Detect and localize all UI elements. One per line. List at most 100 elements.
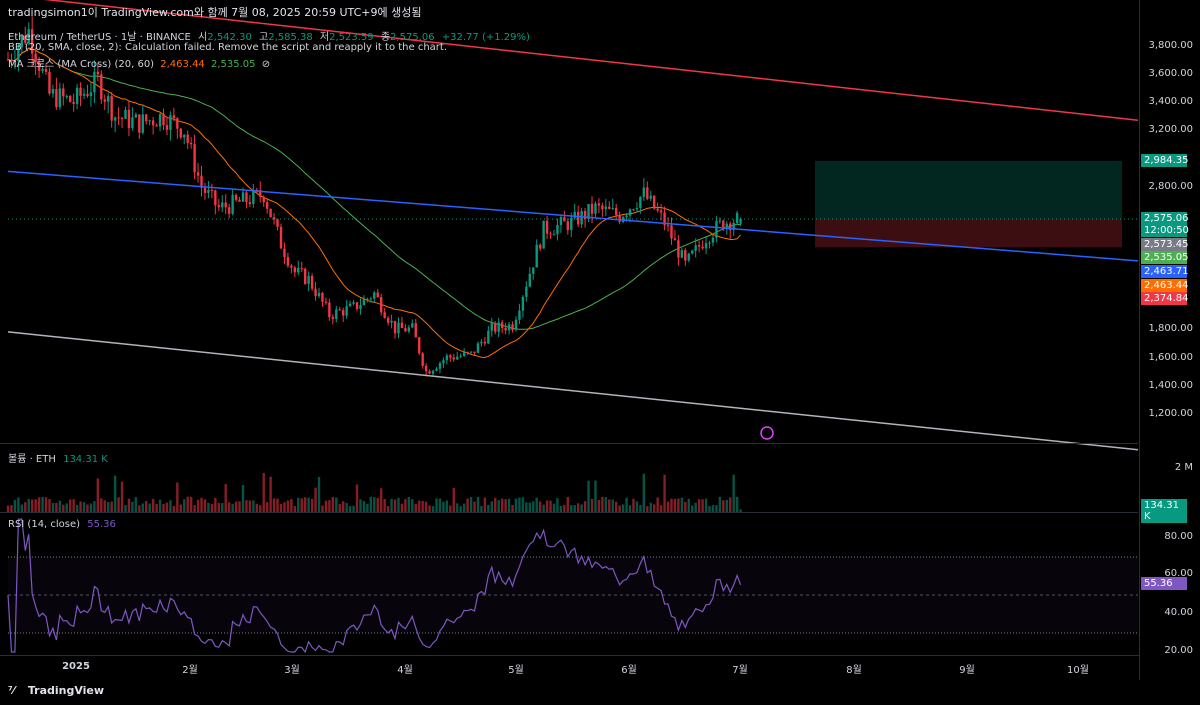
volume-bar [373, 497, 376, 512]
candle-body [646, 187, 649, 199]
candle-body [466, 352, 469, 354]
rsi-pane-divider[interactable] [0, 512, 1138, 513]
candle-body [359, 305, 362, 309]
candle-body [348, 303, 352, 307]
ma-fast-value: 2,463.44 [160, 59, 205, 70]
volume-bar [691, 505, 694, 512]
volume-bar [407, 497, 411, 512]
volume-bar [172, 505, 176, 512]
candle-body [276, 219, 279, 227]
candle-body [566, 221, 570, 231]
volume-bar [183, 499, 186, 512]
candle-body [535, 244, 538, 268]
ma-slow-line [7, 47, 741, 330]
candle-body [576, 211, 580, 225]
target-zone [815, 160, 1122, 219]
volume-legend[interactable]: 볼륨 · ETH 134.31 K [8, 450, 108, 465]
rsi-legend[interactable]: RSI (14, close) 55.36 [8, 519, 116, 530]
volume-last-badge: 134.31 K [1141, 499, 1187, 523]
volume-bar [141, 503, 144, 512]
bb-error-text: BB (20, SMA, close, 2): Calculation fail… [8, 42, 447, 53]
candle-body [538, 244, 542, 249]
volume-bar [341, 501, 345, 512]
candle-body [58, 88, 62, 107]
candle-body [697, 245, 701, 247]
bb-legend[interactable]: BB (20, SMA, close, 2): Calculation fail… [8, 42, 447, 53]
candle-body [380, 297, 383, 313]
low-value: 2,523.59 [329, 32, 374, 43]
time-axis[interactable]: 2025 2월 3월 4월 5월 6월 7월 8월 9월 10월 [0, 655, 1139, 678]
volume-bar [328, 500, 331, 512]
candle-body [611, 208, 614, 210]
ma-cross-legend[interactable]: MA 크로스 (MA Cross) (20, 60) 2,463.44 2,53… [8, 55, 270, 70]
candle-body [62, 88, 65, 97]
volume-bar [618, 505, 621, 512]
volume-bar [473, 501, 476, 512]
volume-bar [269, 476, 272, 512]
candle-body [65, 96, 68, 98]
volume-bar [324, 500, 328, 512]
candle-body [82, 93, 86, 96]
volume-bar [24, 502, 27, 512]
brand-footer[interactable]: ⁷⁄ TradingView [8, 684, 104, 697]
volume-bar [535, 497, 538, 512]
volume-bar [321, 505, 324, 512]
volume-bar [642, 473, 646, 512]
candle-body [573, 211, 576, 218]
candle-body [386, 318, 390, 323]
stop-zone [815, 218, 1122, 248]
candle-body [255, 189, 259, 191]
candle-body [338, 309, 341, 311]
volume-bar [27, 498, 30, 512]
volume-bar [259, 505, 262, 512]
volume-bar [65, 503, 68, 512]
volume-bar [680, 497, 684, 512]
volume-bar [51, 502, 55, 512]
volume-bar [169, 500, 172, 512]
candle-body [469, 351, 473, 353]
volume-bar [217, 502, 220, 512]
volume-bar [17, 497, 20, 512]
candle-body [179, 128, 182, 138]
candle-body [570, 217, 573, 231]
hidden-icon[interactable]: ⊘ [261, 59, 271, 70]
candle-body [48, 71, 51, 94]
volume-bar [583, 501, 587, 512]
volume-bar [300, 498, 303, 512]
volume-bar [369, 496, 373, 512]
candle-body [75, 87, 79, 104]
candle-body [331, 317, 335, 319]
volume-pane-divider[interactable] [0, 443, 1138, 444]
volume-bar [480, 506, 483, 512]
candle-body [214, 190, 217, 206]
volume-bar [462, 503, 466, 512]
candle-body [6, 59, 10, 61]
price-tick: 3,200.00 [1148, 124, 1193, 135]
volume-bar [701, 499, 704, 512]
brand-name: TradingView [27, 684, 105, 697]
alert-icon [760, 426, 774, 440]
volume-bar [438, 498, 442, 512]
volume-bar [687, 498, 690, 512]
candle-body [452, 357, 455, 360]
symbol-legend[interactable]: Ethereum / TetherUS · 1날 · BINANCE 시2,54… [8, 28, 530, 43]
volume-bar [62, 504, 65, 512]
candle-body [442, 360, 445, 364]
ma-slow-value: 2,535.05 [210, 59, 256, 70]
volume-bar [708, 505, 711, 512]
rsi-value: 55.36 [87, 519, 116, 530]
candle-body [210, 189, 214, 191]
rsi-tick: 60.00 [1164, 568, 1193, 579]
price-axis[interactable]: 3,800.00 3,600.00 3,400.00 3,200.00 2,80… [1139, 0, 1200, 680]
candle-body [231, 194, 234, 214]
candle-body [100, 74, 103, 100]
chart-canvas[interactable] [0, 0, 1139, 680]
candle-body [89, 92, 93, 97]
candle-body [739, 218, 742, 224]
rsi-tick: 20.00 [1164, 645, 1193, 656]
high-label: 고 [259, 32, 269, 43]
candle-body [476, 343, 480, 353]
candle-body [725, 223, 728, 230]
candle-body [34, 53, 37, 63]
volume-bar [621, 504, 625, 512]
